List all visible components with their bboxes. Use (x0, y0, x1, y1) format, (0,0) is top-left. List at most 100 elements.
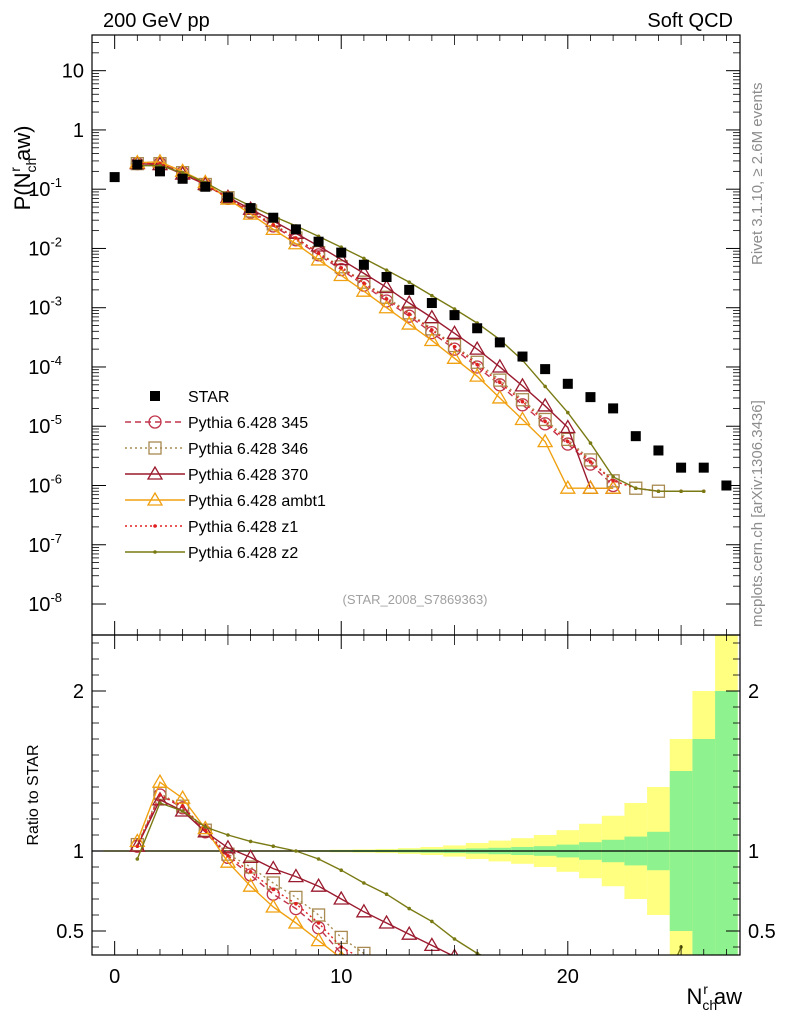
series-point (604, 479, 622, 494)
ratio-y-tick-label: 1 (73, 841, 84, 863)
data-point (698, 462, 709, 473)
y-tick-label: 10-1 (28, 175, 62, 201)
series-point (423, 332, 440, 347)
ratio-band (103, 635, 738, 955)
legend-label: Pythia 6.428 z2 (188, 545, 298, 562)
series-point (378, 299, 395, 314)
ratio-point (452, 937, 457, 941)
data-point (268, 212, 279, 223)
x-tick-label: 10 (330, 966, 352, 988)
ratio-point (248, 870, 253, 874)
y-tick-label: 10-5 (28, 412, 62, 438)
data-point (336, 247, 347, 258)
legend-entry: Pythia 6.428 346 (125, 441, 308, 458)
ratio-point (265, 898, 282, 913)
ratio-point (203, 825, 208, 829)
series-point (611, 475, 615, 479)
ratio-point (543, 977, 547, 981)
ratio-y-tick-label: 2 (73, 681, 84, 703)
ratio-point (242, 877, 259, 892)
data-point (676, 462, 687, 473)
header-left: 200 GeV pp (103, 10, 210, 32)
ratio-series-0 (130, 788, 393, 975)
data-point (426, 298, 437, 309)
series-point (515, 393, 530, 407)
legend-entry: Pythia 6.428 ambt1 (125, 491, 326, 510)
series-point (333, 251, 350, 266)
ratio-point (158, 801, 162, 805)
ratio-plot (92, 773, 740, 992)
series-point (378, 279, 395, 294)
ratio-point (316, 921, 321, 925)
data-point (132, 159, 143, 170)
ratio-point (362, 881, 366, 885)
series-point (701, 489, 706, 494)
ratio-point (219, 839, 237, 854)
ratio-point (357, 961, 371, 973)
ratio-point (287, 914, 305, 929)
ratio-point (378, 914, 395, 929)
ratio-point (498, 961, 502, 965)
ratio-point (226, 854, 230, 858)
series-point (452, 344, 457, 349)
series-point (384, 297, 389, 301)
ratio-point (589, 988, 593, 992)
series-point (423, 309, 440, 324)
series-point (401, 315, 418, 330)
ratio-point (289, 890, 303, 905)
x-axis-title: Nchr aw (687, 981, 743, 1013)
ratio-point (294, 849, 298, 853)
ratio-point (248, 839, 253, 844)
legend-label: Pythia 6.428 345 (188, 415, 308, 432)
ratio-point (470, 959, 484, 971)
series-point (446, 325, 463, 339)
series-point (475, 362, 479, 367)
data-point (517, 351, 528, 362)
ratio-point (180, 804, 185, 808)
data-point (313, 236, 324, 247)
series-point (407, 312, 412, 316)
header-right: Soft QCD (647, 10, 733, 32)
ratio-series-1 (130, 786, 371, 955)
ratio-point (380, 969, 394, 981)
y-axis-title-main: P(Nchraw) (7, 126, 39, 211)
ratio-point (381, 963, 393, 975)
series-point (498, 380, 502, 385)
ratio-point (407, 906, 412, 911)
series-point (566, 439, 570, 444)
ratio-point (135, 857, 140, 861)
series-point (355, 265, 373, 280)
ratio-point (311, 908, 326, 922)
data-point (630, 431, 641, 442)
x-tick-label: 20 (557, 966, 579, 988)
ratio-line (136, 781, 339, 955)
series-line (137, 162, 659, 492)
ratio-band-green-bin (692, 739, 716, 955)
series-point (469, 340, 486, 355)
ratio-point (310, 932, 327, 947)
data-point (222, 192, 233, 203)
series-point (543, 419, 547, 424)
series-point (537, 433, 554, 448)
ratio-point (158, 793, 162, 797)
ratio-point (339, 868, 344, 872)
series-point (606, 474, 620, 488)
data-point (245, 203, 256, 214)
ratio-y-tick-label-right: 2 (748, 681, 759, 703)
series-point (384, 268, 389, 272)
ratio-point (271, 844, 276, 848)
ratio-point (219, 853, 237, 868)
ratio-point (294, 902, 298, 906)
analysis-label: (STAR_2008_S7869363) (342, 592, 487, 607)
ratio-point (135, 844, 140, 848)
series-point (520, 399, 525, 404)
ratio-point (385, 966, 389, 970)
legend-marker (148, 441, 162, 455)
ratio-line (136, 794, 347, 955)
series-point (491, 389, 508, 404)
series-point (514, 411, 531, 426)
rivet-label: Rivet 3.1.10, ≥ 2.6M events (749, 83, 766, 266)
series-point (446, 350, 463, 364)
